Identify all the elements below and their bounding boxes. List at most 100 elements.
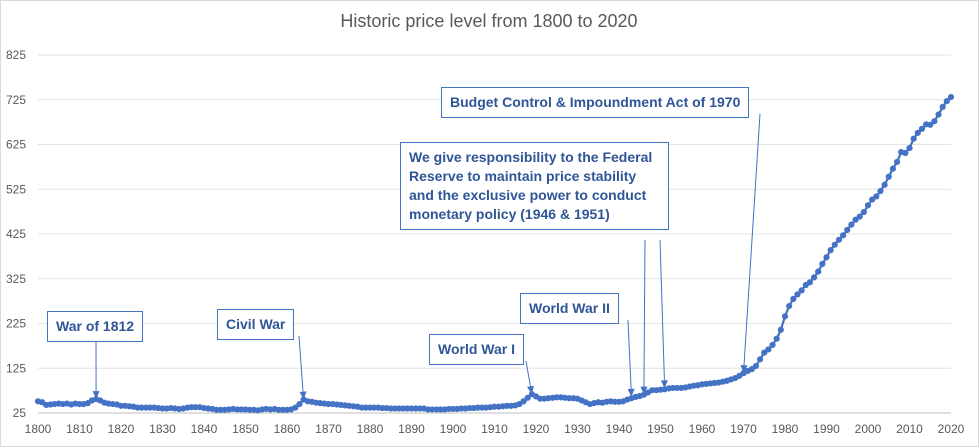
data-point [914, 129, 921, 136]
callout-federal-reserve-line-3: and the exclusive power to conduct [409, 187, 647, 203]
callout-federal-reserve-line-4: monetary policy (1946 & 1951) [409, 206, 610, 222]
data-point [806, 279, 814, 286]
data-point [864, 202, 872, 209]
callout-world-war-i-text: World War I [438, 341, 515, 357]
annotation-arrowhead [627, 388, 635, 397]
price-level-series [34, 93, 955, 414]
x-tick-label: 1810 [66, 422, 93, 436]
x-tick-label: 2020 [938, 422, 965, 436]
x-tick-label: 1960 [689, 422, 716, 436]
annotation-arrow [643, 239, 646, 387]
x-tick-label: 1920 [523, 422, 550, 436]
annotation-arrowhead [740, 364, 748, 374]
annotation-arrow [659, 239, 665, 381]
data-point [935, 111, 942, 118]
data-point [931, 118, 938, 125]
data-point [889, 165, 897, 172]
callout-civil-war-text: Civil War [226, 316, 286, 332]
x-tick-label: 1940 [606, 422, 633, 436]
annotation-arrowhead [660, 380, 668, 389]
data-point [881, 181, 888, 188]
data-point [819, 260, 826, 268]
annotation-arrow [743, 113, 761, 366]
y-tick-label: 25 [13, 406, 27, 420]
x-tick-label: 1870 [315, 422, 342, 436]
x-tick-label: 2000 [855, 422, 882, 436]
data-point [790, 295, 797, 302]
data-point [524, 394, 531, 401]
data-point [773, 335, 780, 342]
data-point [918, 125, 926, 132]
data-point [860, 208, 867, 216]
callout-budget-control-act: Budget Control & Impoundment Act of 1970 [441, 87, 750, 118]
annotation-arrowhead [92, 391, 100, 400]
annotation-arrow [525, 360, 531, 387]
data-point [856, 213, 863, 220]
x-tick-label: 1860 [274, 422, 301, 436]
data-point [765, 346, 772, 353]
data-point [823, 254, 830, 261]
data-point [910, 135, 917, 142]
data-point [902, 149, 909, 157]
callout-war-of-1812: War of 1812 [47, 311, 144, 342]
x-tick-label: 1990 [813, 422, 840, 436]
x-tick-label: 2010 [896, 422, 923, 436]
callout-world-war-ii: World War II [520, 293, 619, 324]
data-point [939, 103, 946, 111]
callout-federal-reserve-line-2: Reserve to maintain price stability [409, 168, 637, 184]
x-tick-label: 1800 [25, 422, 52, 436]
data-point [877, 187, 884, 195]
data-point [292, 404, 299, 411]
annotation-arrow [298, 335, 304, 392]
data-point [947, 93, 955, 101]
callout-federal-reserve-line-1: We give responsibility to the Federal [409, 149, 653, 165]
annotation-arrowhead [527, 385, 534, 395]
y-axis-ticks: 25 125 225 325 425 525 625 725 825 [6, 48, 26, 420]
data-point [810, 274, 818, 281]
callout-civil-war: Civil War [217, 309, 295, 340]
x-tick-label: 1900 [440, 422, 467, 436]
data-point [777, 326, 784, 333]
x-tick-label: 1980 [772, 422, 799, 436]
y-tick-label: 125 [6, 361, 26, 375]
data-point [835, 236, 843, 243]
data-point [873, 193, 880, 200]
y-tick-label: 225 [6, 317, 26, 331]
callout-federal-reserve: We give responsibility to the Federal Re… [400, 142, 669, 230]
chart-title: Historic price level from 1800 to 2020 [340, 11, 637, 31]
data-point [893, 158, 901, 166]
annotation-arrowhead [640, 386, 648, 395]
x-axis-ticks: 1800 1810 1820 1830 1840 1850 1860 1870 1880 1890… [25, 422, 965, 436]
x-tick-label: 1880 [357, 422, 384, 436]
data-point [752, 362, 760, 370]
y-tick-label: 325 [6, 272, 26, 286]
x-tick-label: 1950 [647, 422, 674, 436]
data-point [786, 302, 793, 310]
data-point [815, 268, 822, 275]
annotation-arrowhead [299, 391, 307, 400]
data-point [757, 356, 764, 363]
data-point [296, 400, 303, 408]
data-point [831, 241, 838, 248]
data-point [927, 121, 934, 128]
data-point [885, 173, 892, 180]
data-point [794, 291, 801, 298]
x-tick-label: 1930 [564, 422, 591, 436]
data-point [943, 97, 950, 105]
data-point [840, 232, 847, 239]
callout-budget-control-act-text: Budget Control & Impoundment Act of 1970 [450, 94, 741, 110]
x-tick-label: 1840 [191, 422, 218, 436]
data-point [769, 341, 776, 349]
annotation-arrows [92, 113, 761, 400]
callout-world-war-ii-text: World War II [529, 300, 610, 316]
data-point [844, 226, 851, 234]
data-point [906, 144, 913, 152]
data-point [798, 287, 805, 294]
y-tick-label: 825 [6, 48, 26, 62]
y-tick-label: 625 [6, 138, 26, 152]
data-point [848, 221, 855, 228]
y-tick-label: 725 [6, 93, 26, 107]
y-tick-label: 525 [6, 182, 26, 196]
x-tick-label: 1820 [108, 422, 135, 436]
annotation-arrow [627, 319, 632, 389]
